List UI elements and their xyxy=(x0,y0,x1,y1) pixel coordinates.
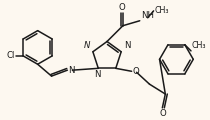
Text: CH₃: CH₃ xyxy=(155,6,169,15)
Text: Cl: Cl xyxy=(7,51,15,60)
Text: CH₃: CH₃ xyxy=(192,41,206,50)
Text: O: O xyxy=(118,3,125,12)
Text: N: N xyxy=(84,41,91,50)
Text: N: N xyxy=(94,70,101,79)
Text: O: O xyxy=(160,109,167,118)
Text: NH: NH xyxy=(141,11,154,20)
Text: N: N xyxy=(124,41,130,50)
Text: O: O xyxy=(133,67,139,76)
Text: N: N xyxy=(68,66,75,75)
